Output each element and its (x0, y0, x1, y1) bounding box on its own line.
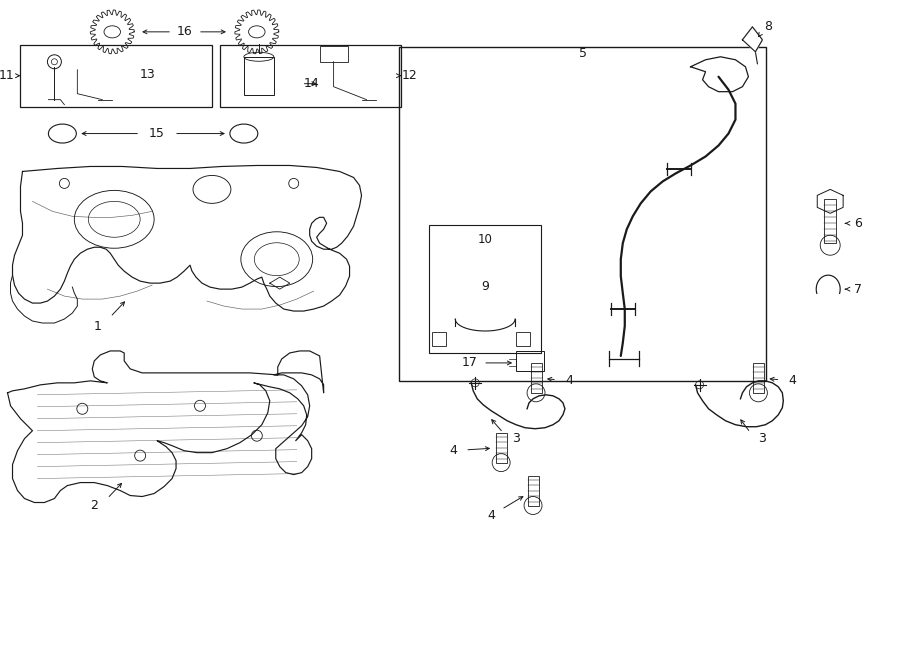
Polygon shape (13, 165, 362, 311)
Bar (400, 47, 767, 381)
Text: 4: 4 (565, 374, 573, 387)
Text: 1: 1 (94, 319, 101, 332)
Text: 4: 4 (449, 444, 457, 457)
Text: 2: 2 (90, 499, 98, 512)
Bar (432, 332, 446, 346)
Text: 3: 3 (759, 432, 766, 446)
Text: 17: 17 (462, 356, 477, 369)
Text: 9: 9 (482, 280, 489, 293)
Text: 10: 10 (478, 233, 492, 246)
Bar (320, 46, 347, 61)
Text: 15: 15 (149, 127, 165, 140)
Text: 3: 3 (512, 432, 520, 446)
Bar (527, 475, 538, 506)
Polygon shape (742, 27, 762, 52)
Text: 16: 16 (177, 25, 193, 38)
Bar (516, 332, 530, 346)
Text: 4: 4 (788, 374, 796, 387)
Text: 12: 12 (401, 69, 418, 82)
Text: 14: 14 (304, 77, 320, 90)
Bar (516, 351, 544, 371)
Bar (220, 45, 401, 106)
Text: 4: 4 (487, 509, 495, 522)
Text: 13: 13 (140, 68, 155, 81)
Bar (21, 45, 212, 106)
Polygon shape (7, 351, 324, 502)
Text: 7: 7 (854, 283, 862, 295)
Bar (429, 225, 541, 353)
Bar (496, 433, 507, 463)
Text: 6: 6 (854, 217, 862, 230)
Bar (753, 363, 764, 393)
Text: 11: 11 (0, 69, 14, 82)
Text: 5: 5 (579, 48, 587, 60)
Text: 8: 8 (764, 20, 772, 33)
Bar (530, 363, 542, 393)
Bar (824, 200, 836, 243)
Bar (244, 57, 274, 95)
